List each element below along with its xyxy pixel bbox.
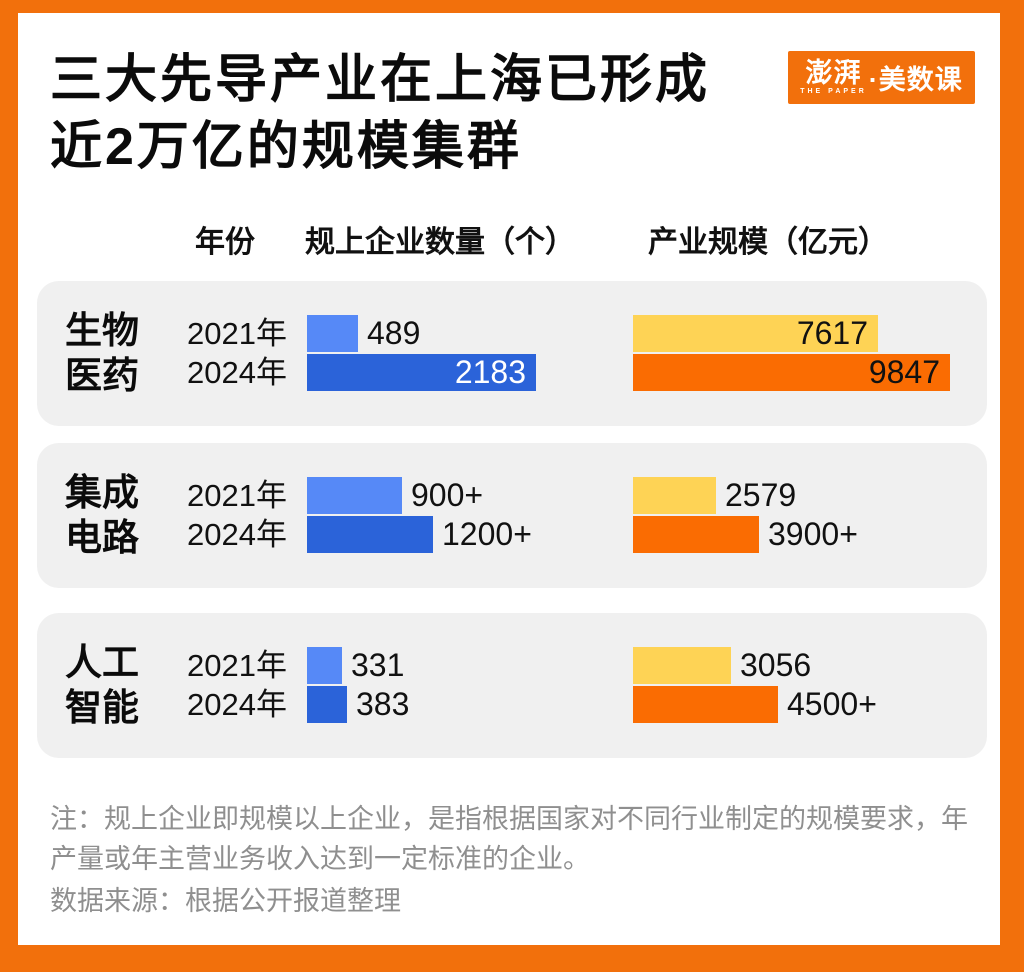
data-row-2024: 2024年 1200+ 3900+ (37, 516, 987, 553)
logo-subtitle-text: THE PAPER (800, 88, 867, 95)
thepaper-logo: 澎湃 THE PAPER ·美数课 (788, 51, 975, 104)
industry-name-line2: 智能 (65, 687, 139, 728)
bar-scale-2024 (633, 516, 759, 553)
industry-name-line1: 生物 (65, 310, 139, 351)
column-header-enterprise-count: 规上企业数量（个） (305, 226, 575, 259)
bar-value-label: 2183 (454, 354, 526, 390)
industry-scale-cell: 2579 (633, 477, 796, 514)
bar-scale-2024 (633, 686, 778, 723)
bar-scale-2021 (633, 647, 731, 684)
footnote-line1: 注：规上企业即规模以上企业，是指根据国家对不同行业制定的规模要求，年 (50, 804, 968, 834)
footnote: 注：规上企业即规模以上企业，是指根据国家对不同行业制定的规模要求，年 产量或年主… (50, 799, 968, 879)
enterprise-count-cell: 900+ (307, 477, 483, 514)
industry-name-line1: 集成 (65, 472, 139, 513)
industry-scale-cell: 7617 (633, 315, 878, 352)
industry-card-integrated-circuits: 集成 电路 2021年 900+ 2579 2024年 1200+ 3900+ (37, 443, 987, 588)
column-header-year: 年份 (195, 226, 255, 259)
data-row-2024: 2024年 2183 9847 (37, 354, 987, 391)
enterprise-count-cell: 2183 (307, 354, 536, 391)
logo-brand-block: 澎湃 THE PAPER (800, 59, 867, 96)
bar-value-label: 331 (351, 647, 405, 683)
industry-name-integrated-circuits: 集成 电路 (65, 470, 139, 560)
industry-scale-cell: 9847 (633, 354, 950, 391)
footnote-line2: 产量或年主营业务收入达到一定标准的企业。 (50, 844, 590, 874)
year-label: 2021年 (187, 316, 287, 351)
industry-scale-cell: 3900+ (633, 516, 858, 553)
logo-suffix-text: ·美数课 (868, 65, 963, 95)
data-row-2021: 2021年 331 3056 (37, 647, 987, 684)
bar-value-label: 9847 (868, 354, 940, 390)
bar-scale-2021 (633, 477, 716, 514)
bar-scale-2021: 7617 (633, 315, 878, 352)
enterprise-count-cell: 331 (307, 647, 404, 684)
content-panel: 三大先导产业在上海已形成 近2万亿的规模集群 澎湃 THE PAPER ·美数课… (18, 13, 1000, 945)
data-source: 数据来源：根据公开报道整理 (50, 886, 401, 916)
year-label: 2024年 (187, 517, 287, 552)
page-title-line2: 近2万亿的规模集群 (50, 118, 522, 176)
bar-enterprises-2024: 2183 (307, 354, 536, 391)
industry-scale-cell: 4500+ (633, 686, 877, 723)
industry-name-line2: 电路 (65, 517, 139, 558)
bar-scale-2024: 9847 (633, 354, 950, 391)
industry-scale-cell: 3056 (633, 647, 811, 684)
bar-enterprises-2021 (307, 647, 342, 684)
bar-value-label: 3900+ (768, 516, 858, 552)
bar-enterprises-2021 (307, 315, 358, 352)
industry-card-biomedicine: 生物 医药 2021年 489 7617 2024年 2183 (37, 281, 987, 426)
bar-value-label: 2579 (725, 477, 797, 513)
data-row-2021: 2021年 900+ 2579 (37, 477, 987, 514)
bar-value-label: 489 (367, 315, 421, 351)
data-row-2024: 2024年 383 4500+ (37, 686, 987, 723)
year-label: 2021年 (187, 648, 287, 683)
year-label: 2024年 (187, 687, 287, 722)
logo-brand-text: 澎湃 (805, 58, 862, 88)
bar-value-label: 900+ (411, 477, 484, 513)
enterprise-count-cell: 383 (307, 686, 409, 723)
industry-name-artificial-intelligence: 人工 智能 (65, 640, 139, 730)
bar-value-label: 4500+ (787, 686, 877, 722)
bar-value-label: 1200+ (442, 516, 532, 552)
page-title-line1: 三大先导产业在上海已形成 (50, 51, 711, 109)
bar-value-label: 3056 (740, 647, 812, 683)
industry-card-artificial-intelligence: 人工 智能 2021年 331 3056 2024年 383 4500+ (37, 613, 987, 758)
enterprise-count-cell: 489 (307, 315, 420, 352)
year-label: 2021年 (187, 478, 287, 513)
industry-name-line1: 人工 (65, 642, 139, 683)
enterprise-count-cell: 1200+ (307, 516, 532, 553)
industry-name-line2: 医药 (65, 355, 139, 396)
bar-value-label: 383 (356, 686, 410, 722)
bar-value-label: 7617 (796, 315, 868, 351)
data-row-2021: 2021年 489 7617 (37, 315, 987, 352)
page-title: 三大先导产业在上海已形成 近2万亿的规模集群 (50, 47, 710, 181)
column-header-industry-scale: 产业规模（亿元） (648, 226, 888, 259)
bar-enterprises-2021 (307, 477, 402, 514)
bar-enterprises-2024 (307, 516, 433, 553)
year-label: 2024年 (187, 355, 287, 390)
industry-name-biomedicine: 生物 医药 (65, 308, 139, 398)
bar-enterprises-2024 (307, 686, 347, 723)
